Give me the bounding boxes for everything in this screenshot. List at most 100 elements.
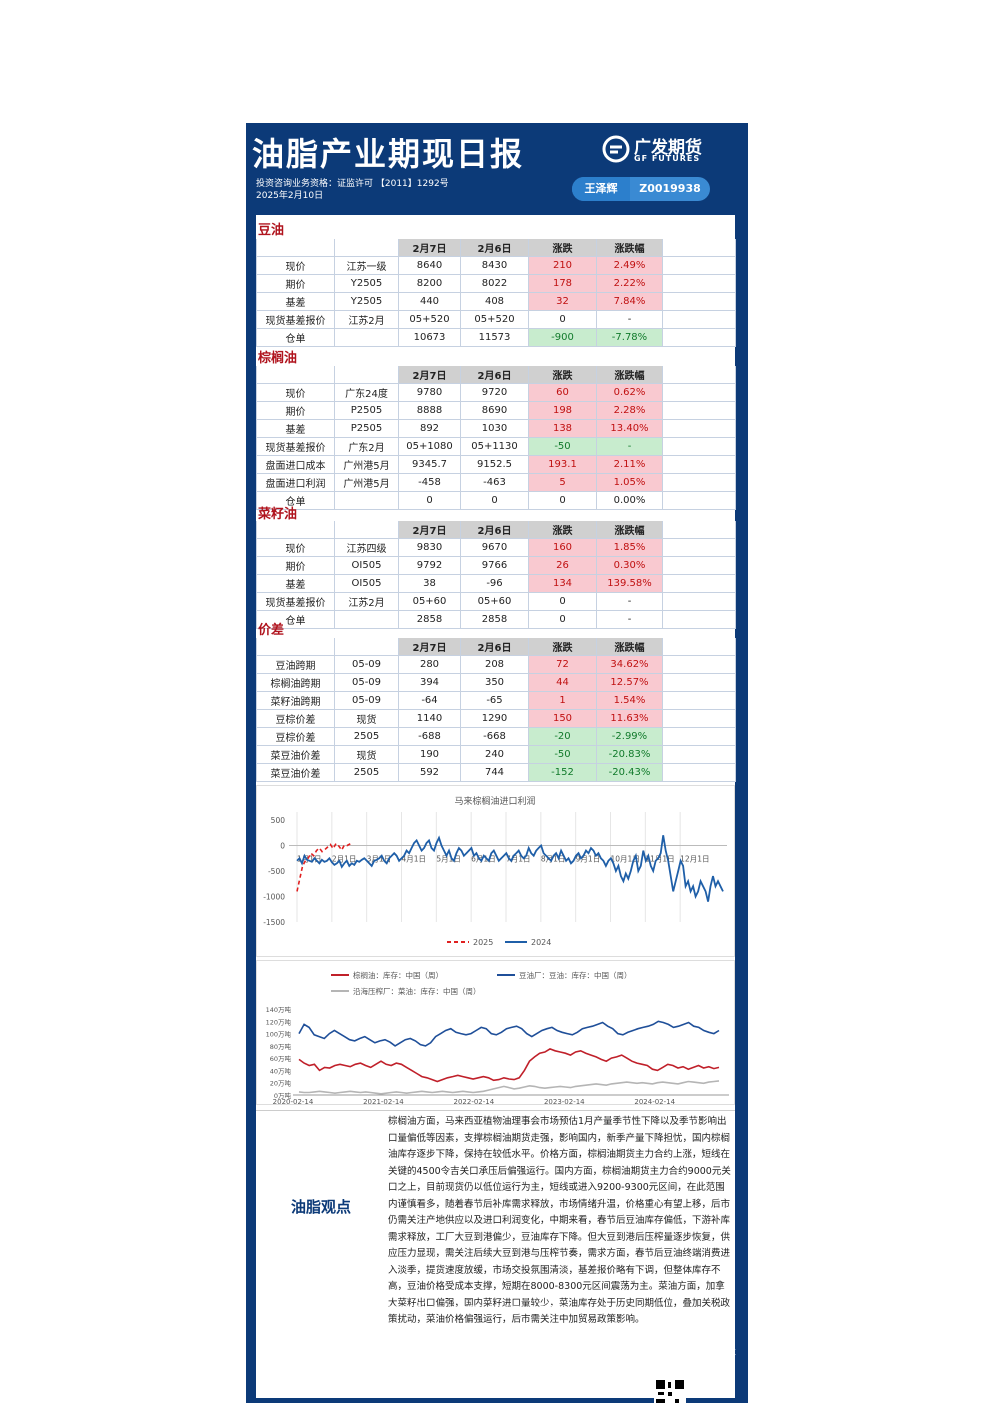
row-spec: 广州港5月: [334, 473, 399, 492]
y-tick-label: 0: [280, 842, 285, 851]
logo-text-en: GF FUTURES: [634, 154, 701, 163]
table-row: 现货基差报价 广东2月 05+1080 05+1130 -50-: [256, 437, 736, 456]
row-change: -50: [528, 745, 597, 764]
row-blank: [662, 727, 736, 746]
row-name: 棕榈油跨期: [256, 673, 335, 692]
row-value-date2: 1030: [460, 419, 529, 438]
row-value-date2: 408: [460, 292, 529, 311]
x-tick-label: 11月1日: [645, 855, 674, 864]
import-profit-chart: 马来棕榈油进口利润 500 0 -500 -1000 -1500 1月1日 2月1日 3月1日 4…: [256, 785, 735, 957]
section-title-palm: 棕榈油: [258, 351, 298, 366]
row-change-pct: -2.99%: [596, 727, 663, 746]
row-value-date1: 1140: [398, 709, 461, 728]
header-blank: [662, 239, 736, 257]
legend-label-2024: 2024: [531, 938, 551, 947]
row-change: 1: [528, 691, 597, 710]
row-blank: [662, 473, 736, 492]
table-row: 菜豆油价差 2505 592 744 -152 -20.43%: [256, 763, 736, 782]
row-change-pct: 1.05%: [596, 473, 663, 492]
row-name: 豆棕价差: [256, 709, 335, 728]
row-change-pct: -: [596, 437, 663, 456]
table-row: 盘面进口利润 广州港5月 -458 -463 5 1.05%: [256, 473, 736, 492]
row-value-date1: 9780: [398, 383, 461, 402]
x-tick-label: 2020-02-14: [273, 1098, 314, 1104]
table-row: 现货基差报价 江苏2月 05+60 05+60 0-: [256, 592, 736, 611]
table-row: 基差 Y2505 440 408 32 7.84%: [256, 292, 736, 311]
row-change-pct: 7.84%: [596, 292, 663, 311]
row-change: -152: [528, 763, 597, 782]
series-line-2024: [296, 835, 724, 902]
y-tick-label: -1000: [263, 893, 285, 902]
row-name: 菜籽油跨期: [256, 691, 335, 710]
row-value-date2: 05+1130: [460, 437, 529, 456]
x-tick-label: 2022-02-14: [454, 1098, 495, 1104]
row-name: 现货基差报价: [256, 437, 335, 456]
row-value-date1: 05+520: [398, 310, 461, 329]
x-tick-label: 2月1日: [332, 855, 357, 864]
row-change: 160: [528, 538, 597, 557]
row-value-date1: -64: [398, 691, 461, 710]
row-blank: [662, 419, 736, 438]
table-row: 期价 OI505 9792 9766 26 0.30%: [256, 556, 736, 575]
report-date: 2025年2月10日: [256, 191, 324, 201]
row-name: 现价: [256, 538, 335, 557]
row-name: 基差: [256, 419, 335, 438]
table-row: 盘面进口成本 广州港5月 9345.7 9152.5 193.1 2.11%: [256, 455, 736, 474]
row-spec: P2505: [334, 401, 399, 420]
row-spec: [334, 491, 399, 510]
qr-code-icon: [654, 1378, 686, 1403]
header-date1: 2月7日: [398, 366, 461, 384]
row-value-date2: 9720: [460, 383, 529, 402]
row-spec: Y2505: [334, 274, 399, 293]
analyst-id: Z0019938: [639, 182, 701, 195]
row-change: 0: [528, 491, 597, 510]
x-tick-label: 7月1日: [506, 855, 531, 864]
header-date1: 2月7日: [398, 638, 461, 656]
x-tick-label: 4月1日: [402, 855, 427, 864]
page-title: 油脂产业期现日报: [252, 135, 525, 173]
x-tick-label: 2024-02-14: [634, 1098, 675, 1104]
row-spec: 广东24度: [334, 383, 399, 402]
table-row: 期价 Y2505 8200 8022 178 2.22%: [256, 274, 736, 293]
row-blank: [662, 256, 736, 275]
table-row: 现价 江苏四级 9830 9670 160 1.85%: [256, 538, 736, 557]
row-value-date1: 10673: [398, 328, 461, 347]
soy-table: 2月7日 2月6日 涨跌 涨跌幅 现价 江苏一级 8640 8430 210 2.49% 期价 Y25…: [256, 239, 736, 347]
row-blank: [662, 491, 736, 510]
legend-label: 豆油厂：豆油：库存：中国（周）: [519, 970, 632, 980]
row-change-pct: 2.11%: [596, 455, 663, 474]
row-value-date1: 394: [398, 673, 461, 692]
header-blank: [334, 638, 399, 656]
row-value-date1: -458: [398, 473, 461, 492]
row-name: 菜豆油价差: [256, 763, 335, 782]
row-value-date1: 05+1080: [398, 437, 461, 456]
row-name: 现货基差报价: [256, 310, 335, 329]
y-tick-label: -1500: [263, 918, 285, 927]
row-blank: [662, 328, 736, 347]
table-row: 期价 P2505 8888 8690 198 2.28%: [256, 401, 736, 420]
row-spec: [334, 610, 399, 629]
header-date2: 2月6日: [460, 239, 529, 257]
header-blank: [256, 366, 335, 384]
row-change-pct: 0.00%: [596, 491, 663, 510]
header-change: 涨跌: [528, 638, 597, 656]
row-change-pct: 0.62%: [596, 383, 663, 402]
row-name: 现价: [256, 383, 335, 402]
row-value-date2: 240: [460, 745, 529, 764]
header-date1: 2月7日: [398, 521, 461, 539]
header-change: 涨跌: [528, 521, 597, 539]
x-tick-label: 2021-02-14: [363, 1098, 404, 1104]
report-frame: 油脂产业期现日报 广发期货 GF FUTURES 投资咨询业务资格：证监许可 【…: [246, 123, 748, 1403]
row-change-pct: 1.85%: [596, 538, 663, 557]
row-value-date1: 280: [398, 655, 461, 674]
table-row: 仓单 0 0 0 0.00%: [256, 491, 736, 510]
rapeseed-table: 2月7日 2月6日 涨跌 涨跌幅 现价 江苏四级 9830 9670 160 1.85% 期价 OI5…: [256, 521, 736, 629]
data-source: 数据来源：Wind、Mysteel、广发期货研究所，请仔细阅读报告尾部免责声明。: [256, 1306, 575, 1316]
row-spec: 2505: [334, 763, 399, 782]
row-change: 210: [528, 256, 597, 275]
x-tick-label: 8月1日: [541, 855, 566, 864]
row-change: -900: [528, 328, 597, 347]
header-date2: 2月6日: [460, 638, 529, 656]
row-spec: 江苏四级: [334, 538, 399, 557]
